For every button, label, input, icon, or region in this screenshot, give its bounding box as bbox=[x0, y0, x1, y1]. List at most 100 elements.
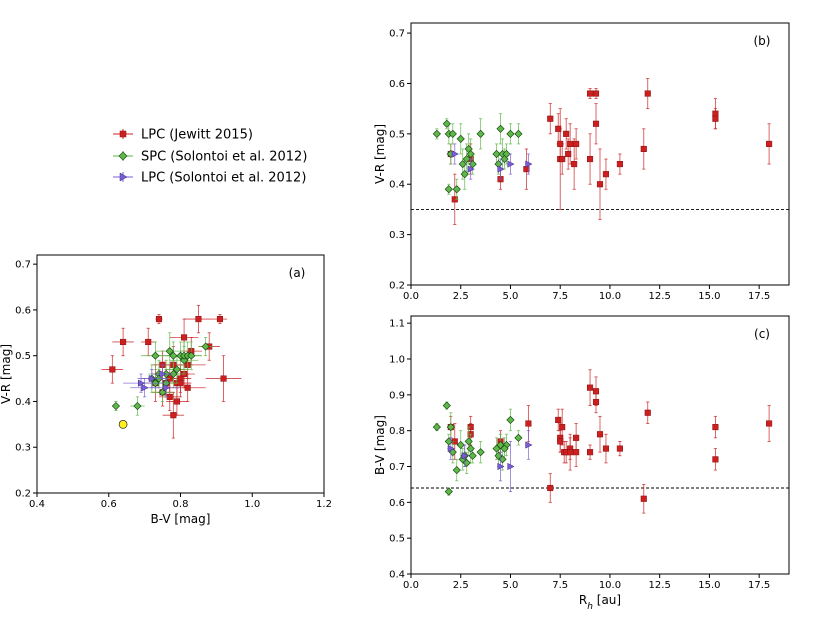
solar-color-point bbox=[118, 420, 128, 429]
y-tick-label: 0.8 bbox=[389, 426, 405, 437]
data-point-spc_solontoi bbox=[492, 149, 501, 159]
data-point-spc_solontoi bbox=[444, 185, 453, 194]
data-point-lpc_jewitt bbox=[565, 150, 572, 158]
data-point-lpc_jewitt bbox=[766, 420, 773, 427]
y-axis-label: V-R [mag] bbox=[373, 124, 387, 184]
y-tick-label: 0.4 bbox=[389, 570, 405, 581]
data-point-lpc_jewitt bbox=[547, 115, 554, 122]
y-tick-label: 0.9 bbox=[389, 390, 405, 401]
data-point-lpc_jewitt bbox=[170, 412, 177, 419]
data-point-spc_solontoi bbox=[432, 422, 441, 432]
series-lpc_solontoi bbox=[123, 364, 181, 398]
data-point-lpc_jewitt bbox=[555, 125, 562, 132]
y-tick-label: 1.0 bbox=[389, 355, 405, 366]
data-point-spc_solontoi bbox=[496, 124, 505, 133]
data-point-lpc_solontoi bbox=[451, 150, 459, 158]
data-point-lpc_jewitt bbox=[166, 393, 173, 400]
x-tick-label: 7.5 bbox=[552, 291, 568, 302]
data-point-spc_solontoi bbox=[466, 444, 475, 453]
data-point-lpc_jewitt bbox=[573, 434, 580, 441]
data-point-lpc_jewitt bbox=[555, 416, 562, 423]
series-lpc_solontoi bbox=[447, 430, 533, 492]
panel-label: (a) bbox=[289, 266, 306, 280]
x-tick-label: 5.0 bbox=[503, 291, 519, 302]
data-point-spc_solontoi bbox=[500, 444, 509, 453]
data-point-lpc_jewitt bbox=[712, 110, 719, 117]
x-tick-label: 10.0 bbox=[599, 580, 621, 591]
legend-entry-lpc-jewitt: LPC (Jewitt 2015) bbox=[113, 128, 253, 143]
data-point-spc_solontoi bbox=[514, 433, 523, 442]
x-tick-label: 12.5 bbox=[649, 291, 671, 302]
data-point-lpc_jewitt bbox=[181, 334, 188, 341]
series-lpc_solontoi bbox=[451, 143, 533, 180]
data-point-lpc_jewitt bbox=[644, 409, 651, 416]
data-point-spc_solontoi bbox=[456, 134, 465, 143]
data-point-lpc_jewitt bbox=[712, 456, 719, 463]
data-point-lpc_jewitt bbox=[644, 90, 651, 97]
data-point-lpc_jewitt bbox=[592, 120, 600, 127]
data-point-lpc_solontoi bbox=[461, 452, 469, 460]
x-tick-label: 7.5 bbox=[552, 580, 568, 591]
x-tick-label: 0.8 bbox=[173, 499, 189, 510]
panel-label: (c) bbox=[754, 327, 770, 341]
x-tick-label: 12.5 bbox=[649, 580, 671, 591]
data-point-lpc_jewitt bbox=[559, 424, 566, 431]
data-point-lpc_jewitt bbox=[592, 398, 600, 406]
data-point-lpc_solontoi bbox=[148, 374, 156, 383]
data-point-lpc_jewitt bbox=[184, 384, 191, 391]
legend-entry-lpc-solontoi: LPC (Solontoi et al. 2012) bbox=[113, 171, 306, 186]
data-point-spc_solontoi bbox=[464, 437, 473, 446]
y-tick-label: 0.5 bbox=[15, 351, 31, 362]
data-point-lpc_jewitt bbox=[173, 398, 180, 405]
legend-label-lpc-jewitt: LPC (Jewitt 2015) bbox=[141, 128, 253, 143]
data-point-spc_solontoi bbox=[452, 185, 461, 194]
panel-label: (b) bbox=[754, 34, 771, 48]
data-point-lpc_solontoi bbox=[525, 160, 533, 168]
y-axis-label: V-R [mag] bbox=[0, 344, 13, 404]
data-point-spc_solontoi bbox=[506, 129, 515, 138]
x-tick-label: 15.0 bbox=[698, 291, 720, 302]
x-tick-label: 15.0 bbox=[698, 580, 720, 591]
data-point-spc_solontoi bbox=[201, 342, 210, 351]
legend-diamond-marker bbox=[118, 151, 128, 161]
legend-label-lpc-solontoi: LPC (Solontoi et al. 2012) bbox=[141, 171, 306, 186]
data-point-lpc_jewitt bbox=[567, 449, 574, 456]
y-tick-label: 0.6 bbox=[389, 498, 405, 509]
y-tick-label: 0.4 bbox=[15, 397, 31, 408]
data-point-spc_solontoi bbox=[446, 422, 455, 432]
y-tick-label: 0.6 bbox=[15, 305, 31, 316]
data-point-lpc_solontoi bbox=[507, 160, 515, 168]
data-point-lpc_jewitt bbox=[616, 161, 623, 168]
data-point-spc_solontoi bbox=[476, 129, 485, 138]
data-point-lpc_jewitt bbox=[602, 171, 610, 178]
data-point-spc_solontoi bbox=[448, 129, 457, 138]
data-point-lpc_jewitt bbox=[195, 316, 202, 323]
data-point-lpc_solontoi bbox=[159, 370, 167, 378]
data-point-lpc_jewitt bbox=[109, 366, 116, 373]
data-point-lpc_jewitt bbox=[587, 155, 594, 163]
axes-frame bbox=[410, 22, 790, 286]
chart-panel-b: 0.0 2.5 5.0 7.5 10.0 12.5 15.0 17.5 0.2 0.3 0.4 0.5… bbox=[373, 22, 790, 302]
y-axis-label: B-V [mag] bbox=[373, 415, 387, 475]
data-point-lpc_jewitt bbox=[596, 431, 604, 438]
data-point-lpc_jewitt bbox=[602, 445, 610, 452]
data-point-lpc_jewitt bbox=[557, 140, 564, 147]
data-point-lpc_jewitt bbox=[557, 438, 564, 445]
data-point-lpc_solontoi bbox=[141, 384, 149, 392]
y-tick-label: 0.7 bbox=[389, 462, 405, 473]
x-axis-label: B-V [mag] bbox=[151, 512, 211, 526]
data-point-spc_solontoi bbox=[151, 351, 160, 360]
legend-square-marker bbox=[119, 130, 127, 138]
data-point-spc_solontoi bbox=[432, 129, 441, 138]
data-point-spc_solontoi bbox=[444, 437, 453, 446]
data-point-spc_solontoi bbox=[506, 415, 515, 425]
y-tick-label: 0.2 bbox=[389, 281, 405, 292]
y-tick-label: 0.6 bbox=[389, 79, 405, 90]
x-tick-label: 0.0 bbox=[403, 580, 419, 591]
data-point-spc_solontoi bbox=[500, 154, 509, 164]
chart-panel-a: 0.4 0.6 0.8 1.0 1.2 0.2 0.3 0.4 0.5 0.6 0.7 (a) V-R … bbox=[0, 254, 332, 526]
x-tick-label: 0.6 bbox=[101, 499, 117, 510]
data-point-lpc_jewitt bbox=[563, 130, 570, 137]
data-point-lpc_jewitt bbox=[616, 445, 623, 452]
